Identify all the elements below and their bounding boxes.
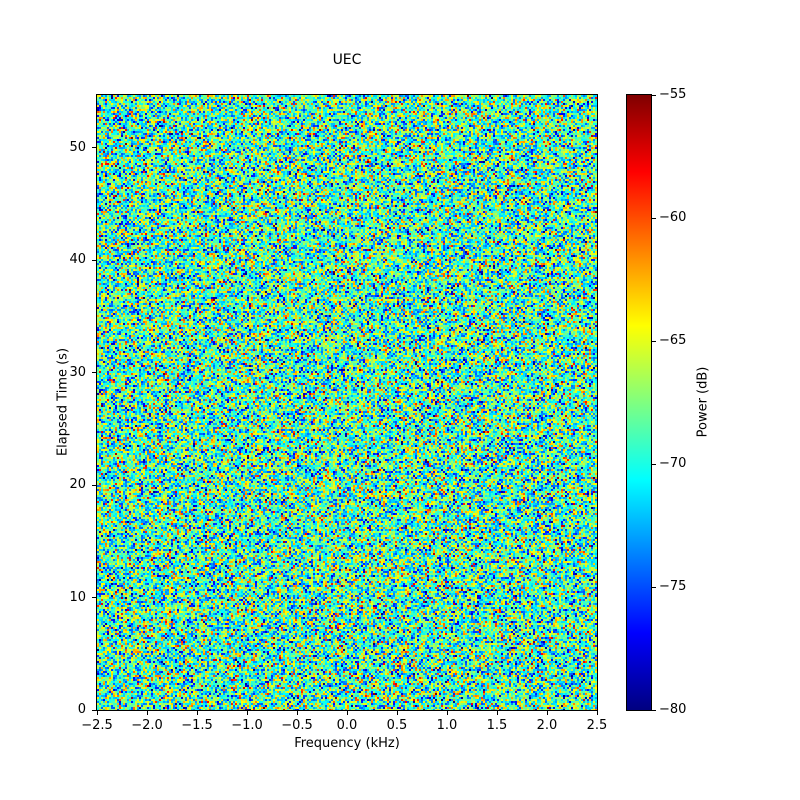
colorbar-tick-label: −75 [659, 579, 687, 594]
colorbar-tick [652, 709, 656, 711]
x-tick [446, 711, 448, 715]
colorbar-gradient [627, 95, 651, 710]
colorbar-tick-label: −55 [659, 87, 687, 102]
y-tick [92, 147, 96, 149]
x-tick-label: −0.5 [281, 718, 313, 733]
y-tick [92, 484, 96, 486]
y-tick-label: 20 [69, 477, 86, 493]
plot-area [96, 94, 598, 711]
colorbar-tick [652, 94, 656, 96]
x-tick [396, 711, 398, 715]
colorbar-tick-label: −80 [659, 702, 687, 717]
x-tick [96, 711, 98, 715]
x-tick-label: 0.0 [336, 718, 358, 733]
x-tick-label: −2.5 [81, 718, 113, 733]
colorbar-tick-label: −70 [659, 456, 687, 471]
x-tick-label: −1.5 [181, 718, 213, 733]
y-tick-label: 10 [69, 589, 86, 605]
colorbar-tick [652, 217, 656, 219]
colorbar-tick-label: −60 [659, 210, 687, 225]
y-tick [92, 372, 96, 374]
x-tick [196, 711, 198, 715]
x-tick [596, 711, 598, 715]
x-tick-label: 2.5 [586, 718, 608, 733]
colorbar-label: Power (dB) [695, 366, 711, 438]
x-tick [146, 711, 148, 715]
colorbar-tick [652, 586, 656, 588]
y-tick-label: 50 [69, 139, 86, 155]
x-tick [346, 711, 348, 715]
y-tick-label: 0 [77, 702, 86, 717]
x-axis-label: Frequency (kHz) [294, 736, 400, 751]
colorbar-tick-label: −65 [659, 333, 687, 348]
plot-title: UEC [332, 52, 362, 68]
x-tick [296, 711, 298, 715]
y-tick [92, 597, 96, 599]
y-tick-label: 30 [69, 364, 86, 380]
x-tick-label: 1.0 [436, 718, 458, 733]
y-tick [92, 259, 96, 261]
colorbar-tick [652, 340, 656, 342]
x-tick [246, 711, 248, 715]
y-tick [92, 709, 96, 711]
y-tick-label: 40 [69, 252, 86, 268]
x-tick-label: 1.5 [486, 718, 508, 733]
x-tick-label: −1.0 [231, 718, 263, 733]
x-tick-label: 2.0 [536, 718, 558, 733]
spectrogram-canvas [97, 95, 597, 710]
x-tick [546, 711, 548, 715]
colorbar [626, 94, 652, 711]
x-tick [496, 711, 498, 715]
x-tick-label: −2.0 [131, 718, 163, 733]
x-tick-label: 0.5 [386, 718, 408, 733]
colorbar-tick [652, 463, 656, 465]
